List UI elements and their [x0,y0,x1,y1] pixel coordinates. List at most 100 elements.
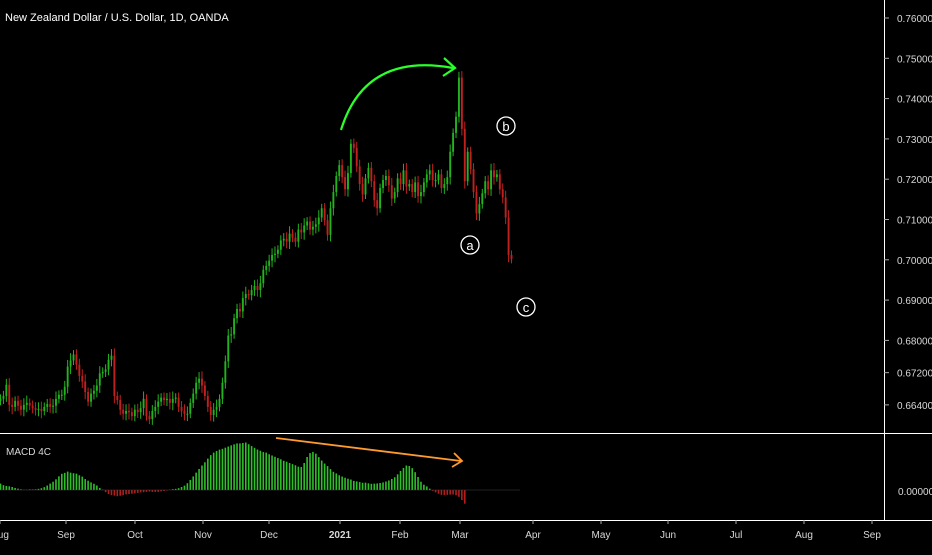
candle-body [209,406,212,415]
candle-body [487,181,490,190]
candle-body [481,193,484,205]
candle-body [455,116,457,133]
candle-body [101,371,104,374]
x-tick-label: Mar [451,530,469,541]
candle-body [344,177,347,190]
candle-body [90,393,92,402]
candle-body [151,410,154,419]
candle-body [69,360,72,367]
candle-body [326,220,329,235]
candle-body [43,406,46,411]
candle-body [110,355,113,360]
candle-body [17,400,19,406]
macd-histogram-layer [0,442,520,504]
x-tick-label: Sep [863,530,881,541]
wave-label-b[interactable]: b [496,116,516,136]
candle-body [2,396,5,399]
candle-body [417,182,420,197]
candle-body [8,384,11,405]
x-tick-label: Dec [260,530,278,541]
candle-body [186,413,189,415]
candle-body [420,192,422,197]
candle-body [78,364,81,376]
candle-body [28,402,31,406]
wave-label-a[interactable]: a [460,235,480,255]
green-arrowhead [442,57,457,77]
candle-body [373,181,376,201]
candle-body [314,224,317,227]
green-arc-drawing[interactable] [339,64,454,131]
y-tick-label: 0.73000 [897,135,932,146]
candle-body [352,143,355,148]
candle-body [460,77,463,129]
y-tick-label: 0.76000 [897,14,932,25]
candle-body [241,298,244,312]
candle-body [405,170,408,187]
candle-body [408,184,411,187]
candle-body [335,175,338,193]
y-tick-label: 0.66400 [897,401,932,412]
candle-body [84,381,87,392]
x-tick-label: Sep [57,530,75,541]
candle-body [279,240,282,250]
candle-body [291,233,294,238]
candle-body [201,378,203,386]
time-axis-labels: Aug Sep Oct Nov Dec 2021 Feb Mar Apr May Jun Jul Aug… [0,520,881,541]
candle-body [364,178,367,195]
candle-body [206,396,209,407]
candle-body [154,406,157,411]
y-tick-label: 0.70000 [897,256,932,267]
candle-body [361,184,364,195]
candle-body [414,182,417,193]
candle-body [402,170,405,185]
orange-divergence-line[interactable] [275,437,462,462]
x-tick-label: Feb [391,530,409,541]
chart-title: New Zealand Dollar / U.S. Dollar, 1D, OA… [5,12,229,24]
candle-body [128,410,130,413]
wave-label-c[interactable]: c [516,297,536,317]
svg-text:a: a [466,238,474,253]
candle-body [11,404,14,407]
candle-body [437,174,440,181]
candle-body [379,188,382,209]
candle-body [174,397,177,399]
candle-body [443,184,446,189]
candle-body [163,397,165,401]
candle-body [230,334,233,336]
candle-body [198,378,201,383]
candle-body [466,151,469,182]
candle-body [300,229,303,233]
candle-body [104,369,107,372]
candle-body [148,416,151,419]
svg-text:c: c [523,300,530,315]
candle-body [66,366,69,387]
x-tick-label: Jun [660,530,676,541]
candle-body [0,398,2,401]
candle-body [157,401,160,407]
x-tick-label: May [592,530,611,541]
candle-body [317,217,320,225]
candle-body [139,408,142,413]
candle-body [259,283,262,291]
candle-body [262,269,265,284]
candle-body [5,384,8,397]
candle-body [411,184,414,193]
candle-body [510,254,513,259]
macd-panel-title: MACD 4C [6,447,51,458]
candle-body [25,402,28,405]
candle-body [501,189,504,198]
candle-body [57,394,60,399]
candle-body [160,397,163,402]
candle-body [472,169,475,193]
candle-body [355,147,358,167]
candle-body [180,406,183,411]
candle-body [294,237,297,242]
candle-body [37,408,40,410]
candle-body [285,238,288,242]
candle-body [370,167,373,182]
candle-body [276,249,279,254]
candle-body [376,200,379,209]
candle-body [46,404,49,407]
